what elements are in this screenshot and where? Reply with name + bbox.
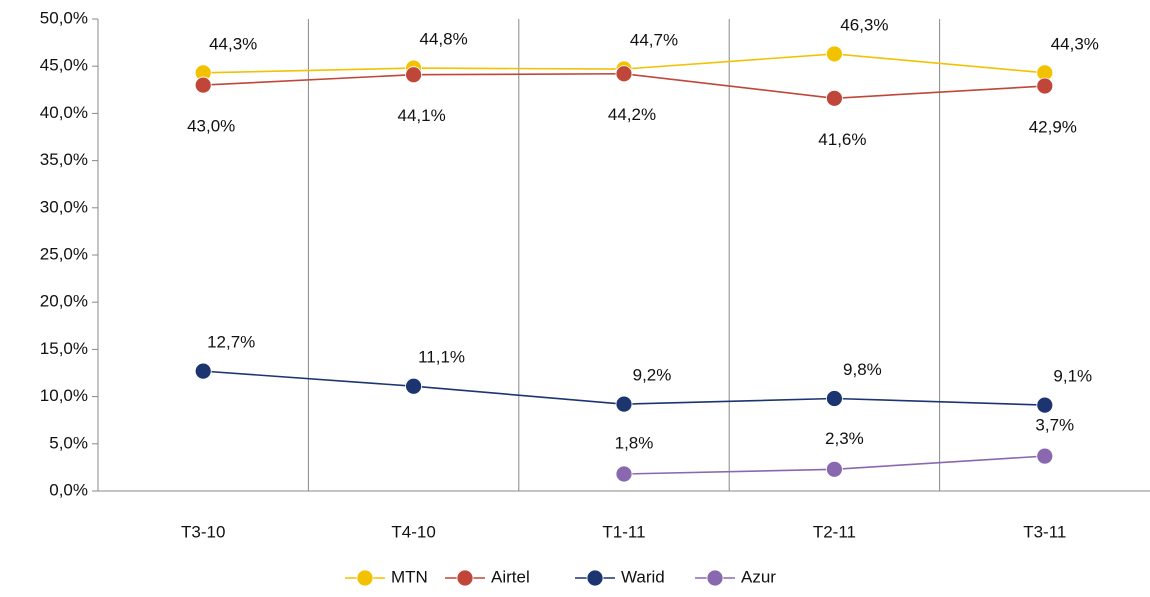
y-tick-label: 40,0% [40,103,88,122]
data-label: 44,1% [397,106,445,125]
data-label: 2,3% [825,429,864,448]
data-label: 44,2% [608,105,656,124]
data-point [615,465,633,483]
legend-marker [456,569,474,587]
y-tick-label: 45,0% [40,56,88,75]
legend-label: Azur [741,567,776,586]
y-tick-label: 20,0% [40,292,88,311]
data-point [826,390,843,407]
data-label: 3,7% [1035,416,1074,435]
data-point [826,89,843,107]
data-point [405,377,423,395]
legend-marker [706,569,724,587]
data-label: 9,8% [843,360,882,379]
y-tick-label: 15,0% [40,339,88,358]
data-label: 44,3% [209,34,257,53]
legend-marker [586,569,604,587]
x-tick-label: T4-10 [391,522,435,541]
data-label: 44,8% [419,30,467,49]
legend-label: Airtel [491,567,530,586]
data-label: 42,9% [1029,118,1077,137]
data-point [1036,447,1054,465]
y-tick-label: 0,0% [49,480,88,499]
legend-label: MTN [391,567,428,586]
x-tick-label: T3-10 [181,522,225,541]
data-point [615,395,633,413]
data-label: 1,8% [615,433,654,452]
data-label: 46,3% [840,15,888,34]
y-tick-label: 35,0% [40,150,88,169]
data-label: 44,3% [1051,34,1099,53]
data-label: 9,2% [633,366,672,385]
y-tick-label: 10,0% [40,386,88,405]
legend-label: Warid [621,567,665,586]
data-label: 9,1% [1053,367,1092,386]
data-label: 12,7% [207,333,255,352]
y-tick-label: 25,0% [40,244,88,263]
data-label: 44,7% [630,31,678,50]
y-tick-label: 50,0% [40,8,88,27]
data-point [826,45,843,63]
y-tick-label: 30,0% [40,197,88,216]
data-point [194,362,212,380]
data-label: 43,0% [187,117,235,136]
data-point [1036,396,1054,414]
data-point [194,76,212,94]
x-tick-label: T2-11 [813,522,856,541]
x-tick-label: T1-11 [602,522,645,541]
data-label: 41,6% [818,130,866,149]
data-point [405,66,423,84]
legend-marker [356,569,374,587]
y-tick-label: 5,0% [49,433,88,452]
data-point [1036,77,1054,95]
data-point [615,65,633,83]
x-tick-label: T3-11 [1023,522,1066,541]
data-point [826,460,843,478]
data-label: 11,1% [418,348,465,367]
